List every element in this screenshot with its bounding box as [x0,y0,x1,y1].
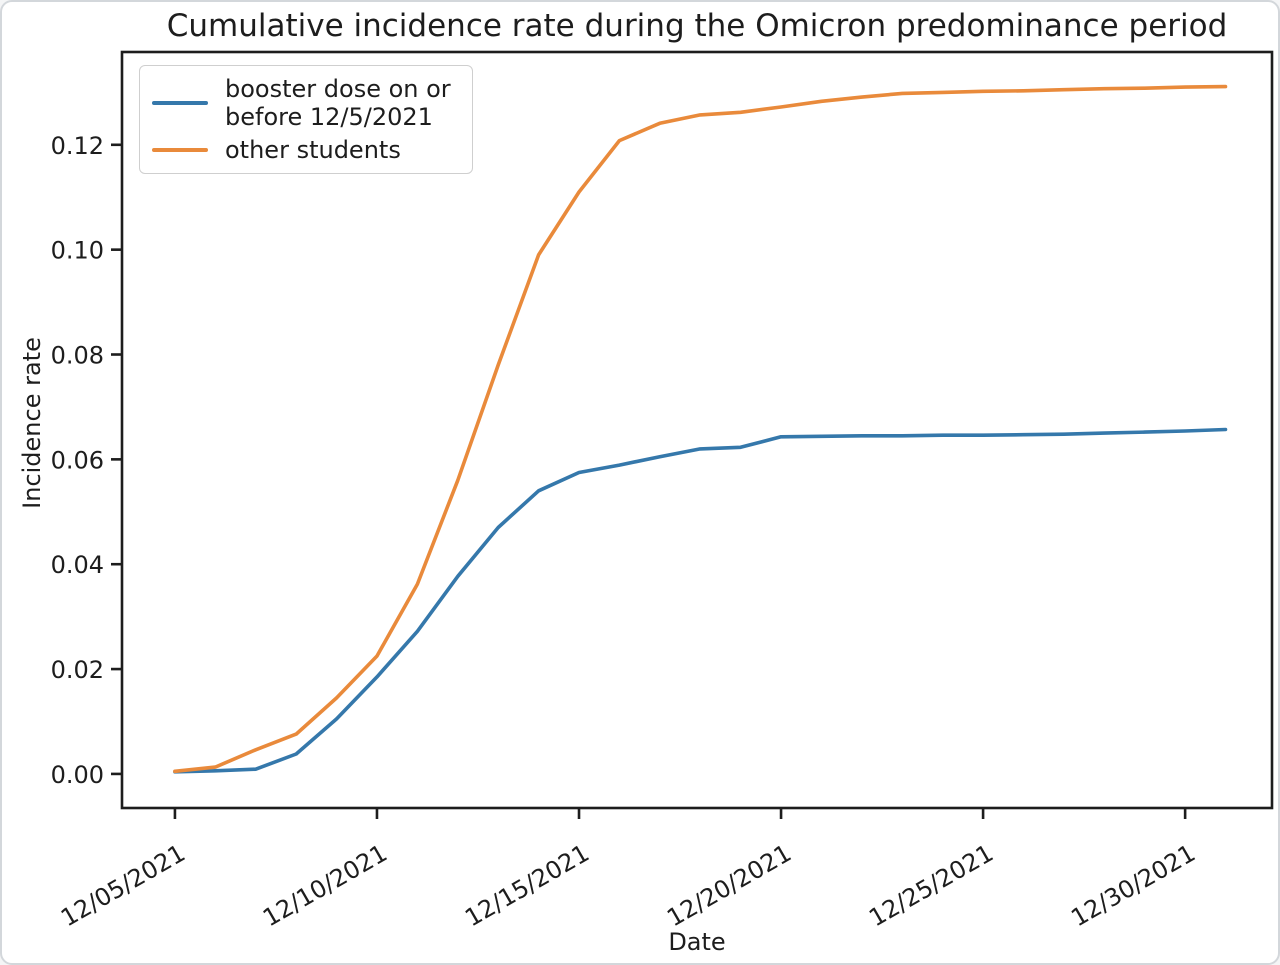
legend-line-other-students-icon [152,147,208,153]
series-line-booster [173,427,1228,774]
legend-item-other-students: other students [152,136,460,164]
legend-label-other-students: other students [225,136,401,164]
legend-label-booster-line1: booster dose on or [225,75,451,103]
axes-frame [120,50,1274,810]
legend-item-booster: booster dose on or before 12/5/2021 [152,75,460,131]
y-tick-label: 0.08 [51,342,104,370]
legend-label-booster-line2: before 12/5/2021 [225,103,433,131]
y-tick-label: 0.10 [51,237,104,265]
series-line-other-students [173,84,1228,774]
x-tick-label: 12/05/2021 [56,839,190,932]
y-tick-label: 0.12 [51,132,104,160]
x-tick-label: 12/10/2021 [258,839,392,932]
y-tick-label: 0.02 [51,656,104,684]
legend-label-booster: booster dose on or before 12/5/2021 [225,75,451,131]
x-tick-label: 12/25/2021 [864,839,998,932]
x-axis-label: Date [668,928,726,956]
y-tick-label: 0.04 [51,551,104,579]
y-axis-label: Incidence rate [18,337,46,509]
legend: booster dose on or before 12/5/2021 othe… [139,65,473,174]
x-tick-label: 12/20/2021 [662,839,796,932]
x-tick-label: 12/30/2021 [1066,839,1200,932]
x-tick-label: 12/15/2021 [460,839,594,932]
y-tick-label: 0.00 [51,761,104,789]
legend-line-booster-icon [152,100,208,106]
y-tick-label: 0.06 [51,446,104,474]
chart-title: Cumulative incidence rate during the Omi… [166,8,1228,44]
